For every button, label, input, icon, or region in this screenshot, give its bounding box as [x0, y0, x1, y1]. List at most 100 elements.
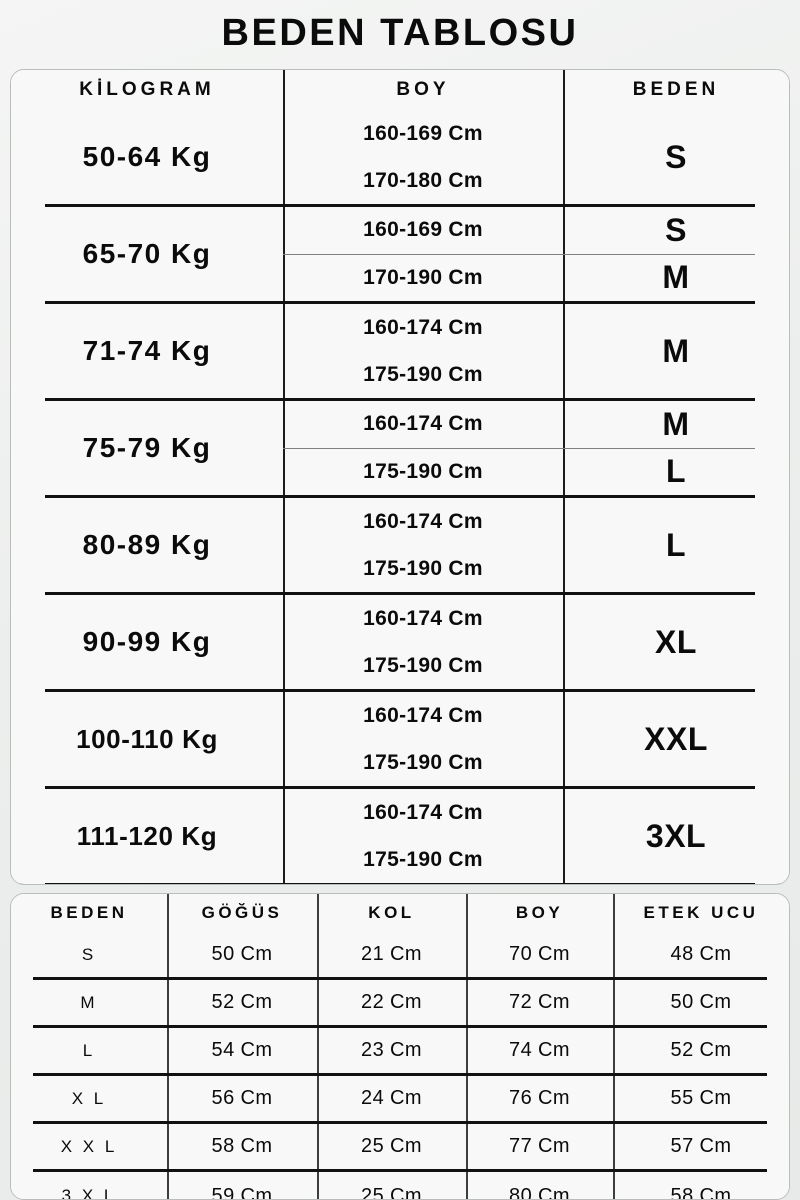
measure-table-row: S 50 Cm 21 Cm 70 Cm 48 Cm [11, 932, 789, 980]
height-cell: 160-169 Cm 170-180 Cm [283, 70, 563, 204]
height-range-label: 175-190 Cm [363, 362, 483, 386]
size-value: XXL [563, 692, 789, 786]
measure-cell-etek: 48 Cm [670, 943, 732, 965]
weight-size-table: 50-64 Kg 160-169 Cm 170-180 Cm S 65-70 Kg 160… [10, 69, 790, 885]
weight-size-grid: 50-64 Kg 160-169 Cm 170-180 Cm S 65-70 Kg 160… [11, 70, 789, 884]
weight-cell: 80-89 Kg [11, 498, 283, 592]
size-cell: L [563, 498, 789, 592]
height-range: 160-169 Cm [283, 110, 563, 157]
size-value: M [563, 255, 789, 302]
height-range-label: 160-174 Cm [363, 606, 483, 630]
measure-cell-gogus: 58 Cm [211, 1135, 273, 1157]
measure-cell-gogus: 59 Cm [211, 1184, 273, 1200]
size-label: S [665, 211, 687, 248]
height-range: 175-190 Cm [283, 642, 563, 689]
size-value: S [563, 110, 789, 204]
garment-measure-table: BEDEN GÖĞÜS KOL BOY ETEK UCU S 50 Cm 21 Cm 70 Cm… [10, 893, 790, 1200]
measure-cell-boy: 72 Cm [509, 991, 570, 1013]
height-range: 160-174 Cm [283, 498, 563, 545]
measure-cell-kol: 25 Cm [361, 1184, 422, 1200]
measure-cell-gogus: 52 Cm [211, 991, 273, 1013]
height-range-label: 160-174 Cm [363, 509, 483, 533]
size-label: L [665, 526, 687, 563]
measure-cell-boy: 77 Cm [509, 1135, 570, 1157]
size-value: M [563, 401, 789, 449]
measure-column-divider-1 [167, 894, 169, 1199]
measure-cell-kol: 24 Cm [361, 1087, 422, 1109]
weight-range-label: 80-89 Kg [82, 529, 212, 560]
size-value: 3XL [563, 789, 789, 883]
size-label: M [662, 405, 690, 442]
weight-range-label: 111-120 Kg [76, 820, 218, 851]
size-value: L [563, 449, 789, 496]
weight-cell: 100-110 Kg [11, 692, 283, 786]
size-label: 3XL [645, 817, 707, 854]
height-range: 170-180 Cm [283, 157, 563, 204]
size-value: XL [563, 595, 789, 689]
height-range: 160-174 Cm [283, 401, 563, 449]
size-label: M [662, 259, 690, 296]
weight-range-label: 65-70 Kg [82, 238, 212, 269]
measure-cell-etek: 50 Cm [670, 991, 732, 1013]
measure-cell-boy: 76 Cm [509, 1087, 570, 1109]
measure-cell-kol: 25 Cm [361, 1135, 422, 1157]
measure-cell-etek: 52 Cm [670, 1039, 732, 1061]
table-row: 75-79 Kg 160-174 Cm 175-190 Cm M L [11, 401, 789, 498]
height-cell: 160-174 Cm 175-190 Cm [283, 692, 563, 786]
height-range: 160-174 Cm [283, 304, 563, 351]
height-range-label: 175-190 Cm [363, 556, 483, 580]
weight-cell: 50-64 Kg [11, 70, 283, 204]
table-row: 65-70 Kg 160-169 Cm 170-190 Cm S M [11, 207, 789, 304]
measure-cell-size: 3 X L [61, 1186, 117, 1200]
column-divider-height-size [563, 70, 565, 884]
measure-cell-gogus: 54 Cm [211, 1039, 273, 1061]
measure-cell-kol: 23 Cm [361, 1039, 422, 1061]
measure-cell-kol: 22 Cm [361, 991, 422, 1013]
measure-header-0: BEDEN [50, 903, 128, 922]
height-range-label: 175-190 Cm [363, 653, 483, 677]
size-value: S [563, 207, 789, 255]
height-cell: 160-174 Cm 175-190 Cm [283, 595, 563, 689]
height-range-label: 170-180 Cm [363, 168, 483, 192]
height-range: 160-174 Cm [283, 595, 563, 642]
table-row: 111-120 Kg 160-174 Cm 175-190 Cm 3XL [11, 789, 789, 884]
weight-range-label: 50-64 Kg [82, 141, 212, 172]
height-range: 160-169 Cm [283, 207, 563, 255]
measure-cell-gogus: 56 Cm [211, 1087, 273, 1109]
measure-cell-kol: 21 Cm [361, 943, 422, 965]
size-cell: XXL [563, 692, 789, 786]
measure-cell-size: X L [71, 1088, 107, 1108]
height-range: 175-190 Cm [283, 449, 563, 496]
height-range-label: 160-174 Cm [363, 315, 483, 339]
measure-cell-boy: 70 Cm [509, 943, 570, 965]
measure-header-1: GÖĞÜS [201, 903, 283, 922]
table-row: 80-89 Kg 160-174 Cm 175-190 Cm L [11, 498, 789, 595]
size-value: L [563, 498, 789, 592]
size-cell: 3XL [563, 789, 789, 883]
measure-column-divider-4 [613, 894, 615, 1199]
height-range: 175-190 Cm [283, 351, 563, 398]
weight-range-label: 71-74 Kg [82, 335, 212, 366]
height-range: 170-190 Cm [283, 255, 563, 302]
page-title: BEDEN TABLOSU [221, 12, 579, 54]
height-range-label: 160-169 Cm [363, 218, 483, 242]
height-range-label: 170-190 Cm [363, 265, 483, 289]
measure-cell-size: S [81, 944, 97, 964]
size-label: S [665, 138, 687, 175]
measure-table-header: BEDEN GÖĞÜS KOL BOY ETEK UCU [11, 894, 789, 932]
weight-cell: 90-99 Kg [11, 595, 283, 689]
measure-cell-size: X X L [60, 1136, 118, 1156]
measure-header-2: KOL [368, 903, 415, 922]
weight-range-label: 75-79 Kg [82, 432, 212, 463]
height-range: 175-190 Cm [283, 545, 563, 592]
measure-table-body: BEDEN GÖĞÜS KOL BOY ETEK UCU S 50 Cm 21 Cm 70 Cm… [11, 894, 789, 1200]
weight-cell: 111-120 Kg [11, 789, 283, 883]
measure-header-3: BOY [515, 903, 564, 922]
table-row: 50-64 Kg 160-169 Cm 170-180 Cm S [11, 70, 789, 207]
height-cell: 160-174 Cm 175-190 Cm [283, 401, 563, 495]
weight-cell: 75-79 Kg [11, 401, 283, 495]
height-range-label: 160-169 Cm [363, 121, 483, 145]
height-cell: 160-174 Cm 175-190 Cm [283, 789, 563, 883]
measure-cell-size: L [82, 1040, 96, 1060]
